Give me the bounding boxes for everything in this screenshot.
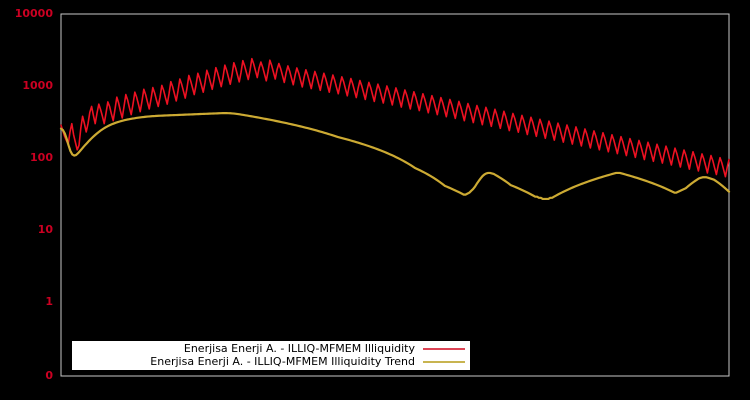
legend-item-label: Enerjisa Enerji A. - ILLIQ-MFMEM Illiqui… — [150, 355, 415, 368]
y-axis-tick-label: 10 — [37, 223, 53, 236]
y-axis-tick-label: 1 — [45, 295, 53, 308]
y-axis-tick-label: 10000 — [14, 7, 53, 20]
legend-item-label: Enerjisa Enerji A. - ILLIQ-MFMEM Illiqui… — [183, 342, 415, 355]
plot-frame — [60, 13, 730, 377]
legend-item[interactable]: Enerjisa Enerji A. - ILLIQ-MFMEM Illiqui… — [73, 355, 469, 368]
y-axis-tick-label: 0 — [45, 369, 53, 382]
legend-item[interactable]: Enerjisa Enerji A. - ILLIQ-MFMEM Illiqui… — [73, 342, 469, 355]
legend-color-swatch — [423, 347, 465, 350]
series-line-illiquidity-trend — [59, 112, 731, 201]
y-axis-tick-label: 1000 — [22, 79, 53, 92]
plot-border — [60, 13, 730, 377]
series-line-illiquidity — [60, 57, 730, 178]
legend-color-swatch — [423, 360, 465, 363]
chart-legend: Enerjisa Enerji A. - ILLIQ-MFMEM Illiqui… — [72, 341, 470, 370]
series-layer — [59, 57, 731, 201]
y-axis-tick-label: 100 — [30, 151, 53, 164]
